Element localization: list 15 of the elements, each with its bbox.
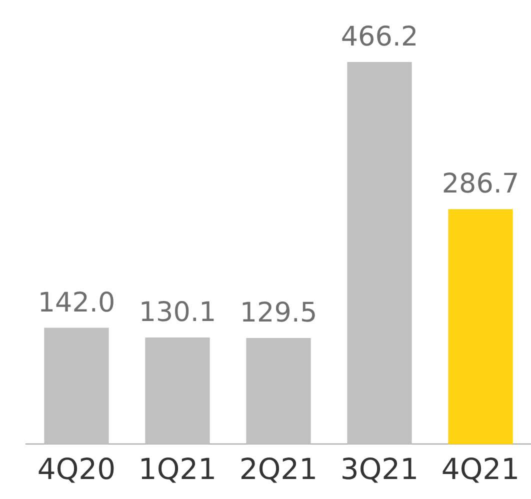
bar [347,62,412,444]
x-tick-label: 4Q20 [37,452,116,486]
bar [145,338,210,444]
data-label: 286.7 [442,168,520,200]
x-tick-label: 4Q21 [441,452,520,486]
bar [44,328,109,444]
data-label: 130.1 [138,297,216,328]
x-tick-label: 2Q21 [239,452,318,486]
bar [448,209,513,444]
data-label: 466.2 [340,22,418,53]
data-label: 129.5 [240,298,318,329]
x-tick-label: 3Q21 [340,452,419,486]
bar [246,338,311,444]
data-label: 142.0 [38,287,116,318]
x-tick-label: 1Q21 [138,452,217,486]
